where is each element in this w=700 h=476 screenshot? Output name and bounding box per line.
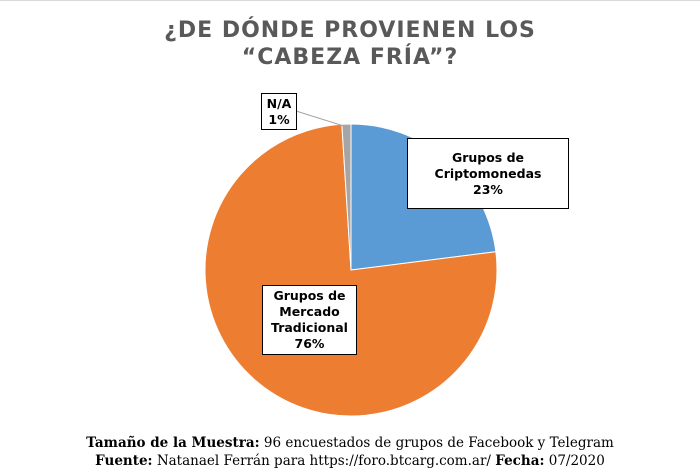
date-value: 07/2020 [544, 453, 605, 469]
label-text: Grupos de [451, 149, 525, 165]
slice-label-cripto: Grupos de Criptomonedas 23% [407, 138, 569, 209]
date-label: Fecha: [495, 453, 545, 469]
slice-label-mercado: Grupos de Mercado Tradicional 76% [262, 285, 357, 355]
source-value: Natanael Ferrán para https://foro.btcarg… [152, 453, 496, 469]
title-line-1: ¿DE DÓNDE PROVIENEN LOS [164, 18, 536, 43]
label-text: Mercado [279, 304, 340, 319]
sample-label: Tamaño de la Muestra: [86, 435, 260, 451]
footer-source: Fuente: Natanael Ferrán para https://for… [0, 452, 700, 470]
label-text: Grupos de [273, 288, 346, 303]
slice-label-na: N/A 1% [261, 93, 297, 130]
source-label: Fuente: [95, 453, 153, 469]
label-percent: 76% [294, 336, 325, 351]
label-text: Criptomonedas [434, 165, 542, 181]
chart-title: ¿DE DÓNDE PROVIENEN LOS “CABEZA FRÍA”? [0, 17, 700, 71]
pie-slice-2 [341, 123, 352, 271]
footer-sample: Tamaño de la Muestra: 96 encuestados de … [0, 434, 700, 452]
sample-value: 96 encuestados de grupos de Facebook y T… [259, 435, 614, 451]
label-text: Tradicional [271, 320, 348, 335]
footer: Tamaño de la Muestra: 96 encuestados de … [0, 434, 700, 470]
label-percent: 1% [268, 111, 290, 127]
label-text: N/A [266, 95, 292, 111]
title-line-2: “CABEZA FRÍA”? [241, 45, 459, 70]
na-leader-line [295, 110, 348, 128]
label-percent: 23% [473, 181, 503, 197]
